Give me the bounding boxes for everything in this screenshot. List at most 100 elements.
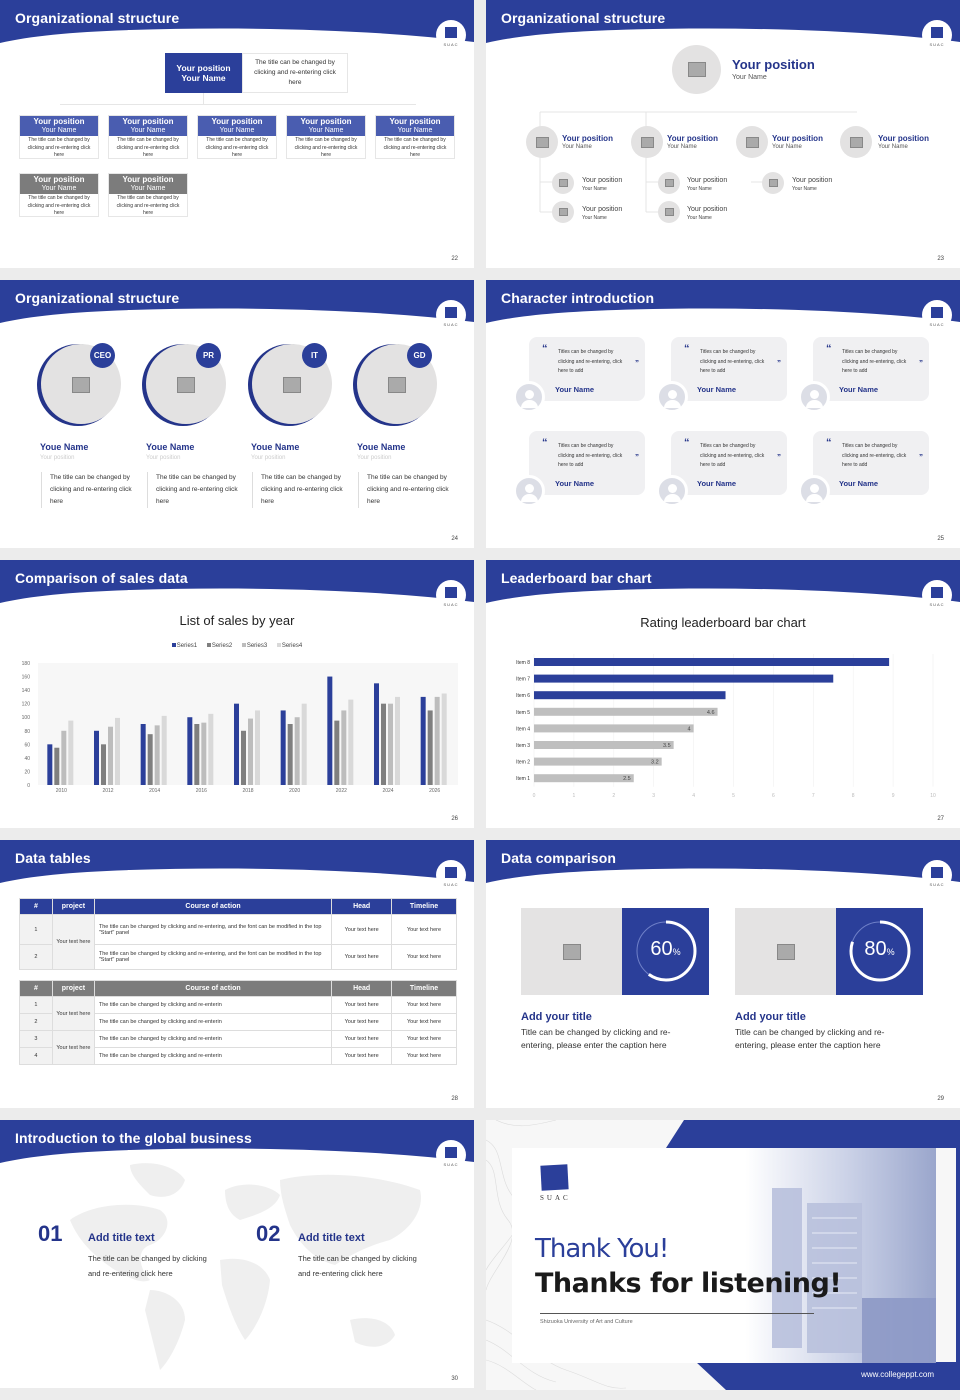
item-desc: The title can be changed by clicking and… [298,1254,417,1278]
slide-30[interactable]: Introduction to the global business SUAC… [0,1120,474,1388]
close-quote-icon: ” [777,453,781,462]
photo-placeholder[interactable] [526,126,558,158]
role-badge: PR [196,343,221,368]
top-position-box[interactable]: Your position Your Name [165,53,242,93]
avatar [656,475,688,507]
photo-placeholder-small[interactable] [552,201,574,223]
role-badge: IT [302,343,327,368]
suac-logo: SUAC [922,300,952,332]
photo-placeholder[interactable] [631,126,663,158]
connector-line [60,104,416,105]
image-placeholder-icon [535,136,549,148]
close-quote-icon: ” [635,359,639,368]
org-box[interactable]: Your position Your Name The title can be c… [197,115,277,159]
progress-ring [635,920,697,982]
close-quote-icon: ” [777,359,781,368]
slide-27[interactable]: Leaderboard bar chart SUAC Rating leader… [486,560,960,828]
person-position: Your position [357,455,392,461]
slide-29[interactable]: Data comparison SUAC 60% Add your title … [486,840,960,1108]
slide-28[interactable]: Data tables SUAC # project Course of actio… [0,840,474,1108]
thank-you-heading: Thank You! [535,1234,669,1264]
photo-placeholder[interactable] [840,126,872,158]
divider [540,1313,814,1314]
image-placeholder-icon [388,377,406,393]
photo-placeholder-small[interactable] [552,172,574,194]
quote-card[interactable]: “Titles can be changed by clicking and r… [529,431,645,495]
person-name: Youe Name [146,442,195,452]
photo-placeholder[interactable] [736,126,768,158]
quote-card[interactable]: “Titles can be changed by clicking and r… [529,337,645,401]
university-name: Shizuoka University of Art and Culture [540,1319,633,1325]
open-quote-icon: “ [826,437,832,449]
image-placeholder-icon [664,208,674,216]
slide-header [486,0,960,44]
table-row: 2 The title can be changed by clicking a… [19,944,457,970]
table-row: 3 Your text here The title can be change… [19,1030,457,1065]
org-box[interactable]: Your position Your Name The title can be c… [19,115,99,159]
table-header: # project Course of action Head Timeline [19,980,457,997]
quote-card[interactable]: “Titles can be changed by clicking and r… [671,337,787,401]
org-box[interactable]: Your position Your Name The title can be c… [286,115,366,159]
svg-text:100: 100 [22,715,31,721]
avatar [513,381,545,413]
slide-26[interactable]: Comparison of sales data SUAC List of sa… [0,560,474,828]
suac-logo: SUAC [922,580,952,612]
photo-placeholder-small[interactable] [658,201,680,223]
table-row: 1 Your text here The title can be change… [19,914,457,970]
svg-text:160: 160 [22,675,31,681]
photo-placeholder-small[interactable] [658,172,680,194]
top-photo-placeholder[interactable] [672,45,721,94]
avatar [656,381,688,413]
person-name: Youe Name [357,442,406,452]
image-placeholder[interactable] [735,908,836,995]
svg-text:Item 7: Item 7 [516,677,530,683]
progress-ring [849,920,911,982]
card-title: Add your title [521,1011,592,1023]
image-placeholder-icon [664,179,674,187]
quote-card[interactable]: “Titles can be changed by clicking and r… [671,431,787,495]
org-box[interactable]: Your position Your Name The title can be c… [375,115,455,159]
svg-text:40: 40 [24,756,30,762]
website-link[interactable]: www.collegeppt.com [861,1370,934,1379]
svg-text:6: 6 [772,793,775,798]
slide-header [486,280,960,324]
svg-text:Item 1: Item 1 [516,776,530,782]
quote-card[interactable]: “Titles can be changed by clicking and r… [813,337,929,401]
open-quote-icon: “ [542,437,548,449]
suac-logo: SUAC [436,1140,466,1172]
image-placeholder-icon [558,208,568,216]
slide-23[interactable]: Organizational structure SUAC Your posit… [486,0,960,268]
svg-text:1: 1 [573,793,576,798]
open-quote-icon: “ [542,343,548,355]
svg-text:2012: 2012 [102,788,113,794]
item-number: 01 [38,1221,63,1246]
image-placeholder[interactable] [521,908,622,995]
slide-header [0,0,474,44]
photo-placeholder-small[interactable] [762,172,784,194]
org-box-gray[interactable]: Your position Your Name The title can be c… [108,173,188,217]
thanks-subheading: Thanks for listening! [535,1268,842,1299]
world-map-background [70,1163,421,1370]
org-box-gray[interactable]: Your position Your Name The title can be c… [19,173,99,217]
open-quote-icon: “ [684,343,690,355]
slide-header [0,840,474,884]
slide-22[interactable]: Organizational structure SUAC Your posit… [0,0,474,268]
suac-logo: SUAC [436,300,466,332]
item-desc: The title can be changed by clicking and… [88,1254,207,1278]
avatar [798,381,830,413]
progress-panel: 60% [622,908,709,995]
slide-thank-you[interactable]: SUAC Thank You! Thanks for listening! Sh… [486,1120,960,1390]
suac-logo: SUAC [922,20,952,52]
chart-legend: Series1 Series2 Series3 Series4 [0,643,474,649]
slide-24[interactable]: Organizational structure SUAC CEO Youe N… [0,280,474,548]
org-box[interactable]: Your position Your Name The title can be c… [108,115,188,159]
quote-card[interactable]: “Titles can be changed by clicking and r… [813,431,929,495]
svg-text:2010: 2010 [56,788,67,794]
slide-25[interactable]: Character introduction SUAC “Titles can … [486,280,960,548]
close-quote-icon: ” [919,453,923,462]
table-row: 4 The title can be changed by clicking a… [19,1047,457,1065]
sales-bar-chart: 0 20 40 60 80 100 120 140 160 180 2010 2012 2014 2016… [22,661,458,794]
svg-text:9: 9 [892,793,895,798]
svg-text:120: 120 [22,702,31,708]
slide-header [486,840,960,884]
